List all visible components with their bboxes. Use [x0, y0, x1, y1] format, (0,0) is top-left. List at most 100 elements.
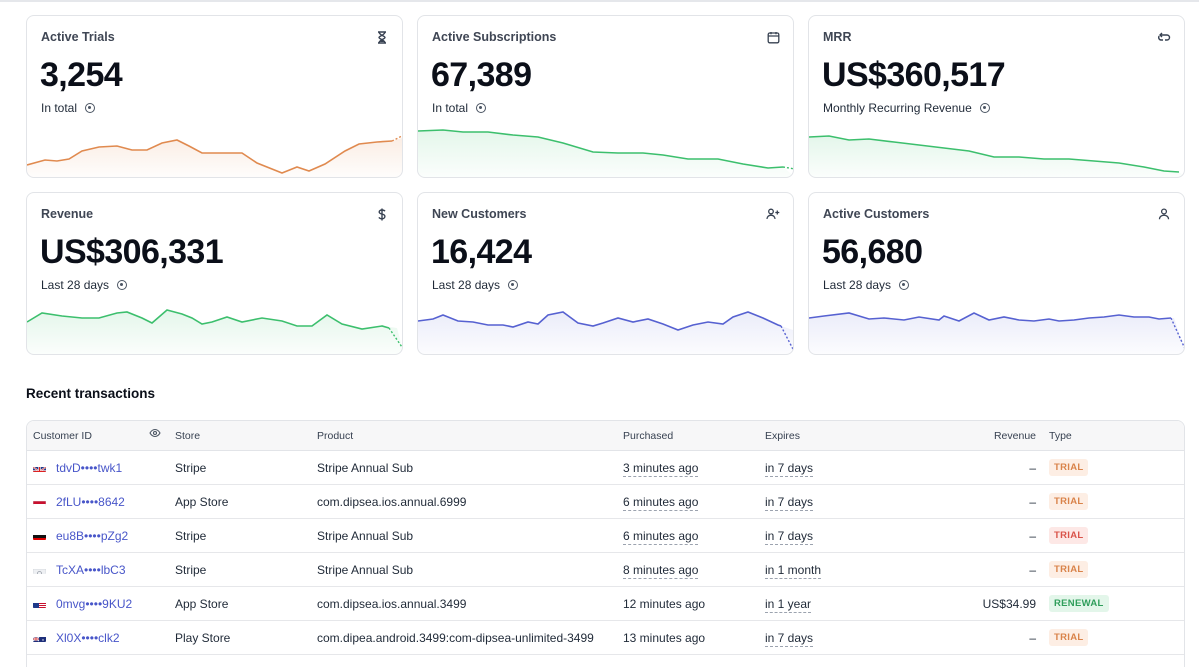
- table-row[interactable]: TcXA••••lbC3 Stripe Stripe Annual Sub 8 …: [27, 553, 1184, 587]
- card-new-customers[interactable]: New Customers 16,424 Last 28 days: [417, 192, 794, 355]
- expires-cell[interactable]: in 7 days: [765, 631, 814, 647]
- flag-us-icon: [33, 599, 46, 608]
- card-revenue[interactable]: Revenue US$306,331 Last 28 days: [26, 192, 403, 355]
- user-plus-icon: [765, 206, 781, 222]
- card-value: 16,424: [431, 233, 532, 271]
- card-value: 67,389: [431, 56, 532, 94]
- card-subtitle: Monthly Recurring Revenue: [823, 101, 990, 115]
- sparkline-chart: [27, 135, 402, 177]
- purchased-cell[interactable]: 3 minutes ago: [623, 461, 699, 477]
- card-value: 56,680: [822, 233, 923, 271]
- card-subtitle: Last 28 days: [41, 278, 128, 292]
- flag-uk-icon: [33, 463, 46, 472]
- sparkline-chart: [27, 309, 402, 354]
- table-row[interactable]: 0mvg••••9KU2 App Store com.dipsea.ios.an…: [27, 587, 1184, 621]
- customer-id-link[interactable]: tdvD••••twk1: [56, 461, 123, 475]
- card-title: MRR: [823, 30, 852, 44]
- product-cell: com.dipsea.ios.annual.3499: [317, 597, 467, 611]
- info-icon[interactable]: [117, 280, 128, 290]
- section-title: Recent transactions: [26, 386, 156, 401]
- purchased-cell[interactable]: 8 minutes ago: [623, 563, 699, 579]
- sparkline-chart: [418, 311, 793, 354]
- card-title: Active Trials: [41, 30, 115, 44]
- card-subtitle: In total: [41, 101, 96, 115]
- card-value: US$306,331: [40, 233, 224, 271]
- store-cell: App Store: [175, 597, 229, 611]
- flag-au-icon: [33, 633, 46, 642]
- card-subtitle-text: Last 28 days: [823, 278, 892, 292]
- revenue-cell: –: [1029, 631, 1036, 645]
- expires-cell[interactable]: in 7 days: [765, 495, 814, 511]
- card-subtitle-text: In total: [41, 101, 78, 115]
- card-mrr[interactable]: MRR US$360,517 Monthly Recurring Revenue: [808, 15, 1185, 178]
- expires-cell[interactable]: in 7 days: [765, 461, 814, 477]
- type-badge: TRIAL: [1049, 527, 1089, 544]
- type-badge: TRIAL: [1049, 493, 1089, 510]
- flag-de-icon: [33, 531, 46, 540]
- table-row[interactable]: eu8B••••pZg2 Stripe Stripe Annual Sub 6 …: [27, 519, 1184, 553]
- eye-icon[interactable]: [149, 428, 161, 441]
- table-row[interactable]: Xl0X••••clk2 Play Store com.dipea.androi…: [27, 621, 1184, 655]
- expires-cell[interactable]: in 1 month: [765, 563, 822, 579]
- header-product[interactable]: Product: [317, 430, 354, 442]
- info-icon[interactable]: [899, 280, 910, 290]
- store-cell: Stripe: [175, 461, 207, 475]
- header-type[interactable]: Type: [1049, 430, 1072, 442]
- product-cell: com.dipea.android.3499:com-dipsea-unlimi…: [317, 631, 594, 645]
- product-cell: Stripe Annual Sub: [317, 461, 414, 475]
- card-active-subscriptions[interactable]: Active Subscriptions 67,389 In total: [417, 15, 794, 178]
- card-subtitle: In total: [432, 101, 487, 115]
- card-title: Revenue: [41, 207, 94, 221]
- revenue-cell: –: [1029, 563, 1036, 577]
- info-icon[interactable]: [979, 103, 990, 113]
- product-cell: Stripe Annual Sub: [317, 529, 414, 543]
- expires-cell[interactable]: in 7 days: [765, 529, 814, 545]
- header-revenue[interactable]: Revenue: [993, 430, 1036, 442]
- header-purchased[interactable]: Purchased: [623, 430, 674, 442]
- customer-id-link[interactable]: eu8B••••pZg2: [56, 529, 129, 543]
- hourglass-icon: [374, 29, 390, 45]
- card-active-trials[interactable]: Active Trials 3,254 In total: [26, 15, 403, 178]
- customer-id-link[interactable]: 0mvg••••9KU2: [56, 597, 133, 611]
- header-customer-id[interactable]: Customer ID: [33, 430, 92, 442]
- customer-id-link[interactable]: TcXA••••lbC3: [56, 563, 126, 577]
- table-row[interactable]: [27, 655, 1184, 667]
- revenue-cell: US$34.99: [982, 597, 1036, 611]
- card-value: 3,254: [40, 56, 123, 94]
- info-icon[interactable]: [85, 103, 96, 113]
- card-active-customers[interactable]: Active Customers 56,680 Last 28 days: [808, 192, 1185, 355]
- transactions-table: Customer ID Store Product Purchased Expi…: [26, 420, 1185, 667]
- card-subtitle: Last 28 days: [432, 278, 519, 292]
- table-row[interactable]: 2fLU••••8642 App Store com.dipsea.ios.an…: [27, 485, 1184, 519]
- sparkline-chart: [418, 129, 793, 177]
- card-title: New Customers: [432, 207, 527, 221]
- type-badge: TRIAL: [1049, 459, 1089, 476]
- info-icon[interactable]: [476, 103, 487, 113]
- expires-cell[interactable]: in 1 year: [765, 597, 812, 613]
- customer-id-link[interactable]: 2fLU••••8642: [56, 495, 125, 509]
- revenue-cell: –: [1029, 529, 1036, 543]
- purchased-cell[interactable]: 13 minutes ago: [623, 631, 706, 645]
- purchased-cell[interactable]: 6 minutes ago: [623, 495, 699, 511]
- customer-id-link[interactable]: Xl0X••••clk2: [56, 631, 120, 645]
- purchased-cell[interactable]: 12 minutes ago: [623, 597, 706, 611]
- sparkline-chart: [809, 135, 1184, 177]
- flag-generic-icon: [33, 565, 46, 574]
- purchased-cell[interactable]: 6 minutes ago: [623, 529, 699, 545]
- store-cell: App Store: [175, 495, 229, 509]
- table-header: Customer ID Store Product Purchased Expi…: [27, 421, 1184, 451]
- header-store[interactable]: Store: [175, 430, 201, 442]
- card-title: Active Customers: [823, 207, 930, 221]
- table-row[interactable]: tdvD••••twk1 Stripe Stripe Annual Sub 3 …: [27, 451, 1184, 485]
- type-badge: TRIAL: [1049, 561, 1089, 578]
- info-icon[interactable]: [508, 280, 519, 290]
- card-value: US$360,517: [822, 56, 1006, 94]
- store-cell: Stripe: [175, 529, 207, 543]
- dollar-icon: [374, 206, 390, 222]
- type-badge: RENEWAL: [1049, 595, 1109, 612]
- card-title: Active Subscriptions: [432, 30, 557, 44]
- header-expires[interactable]: Expires: [765, 430, 801, 442]
- flag-nl-icon: [33, 497, 46, 506]
- card-subtitle-text: Last 28 days: [432, 278, 501, 292]
- top-divider: [0, 0, 1199, 2]
